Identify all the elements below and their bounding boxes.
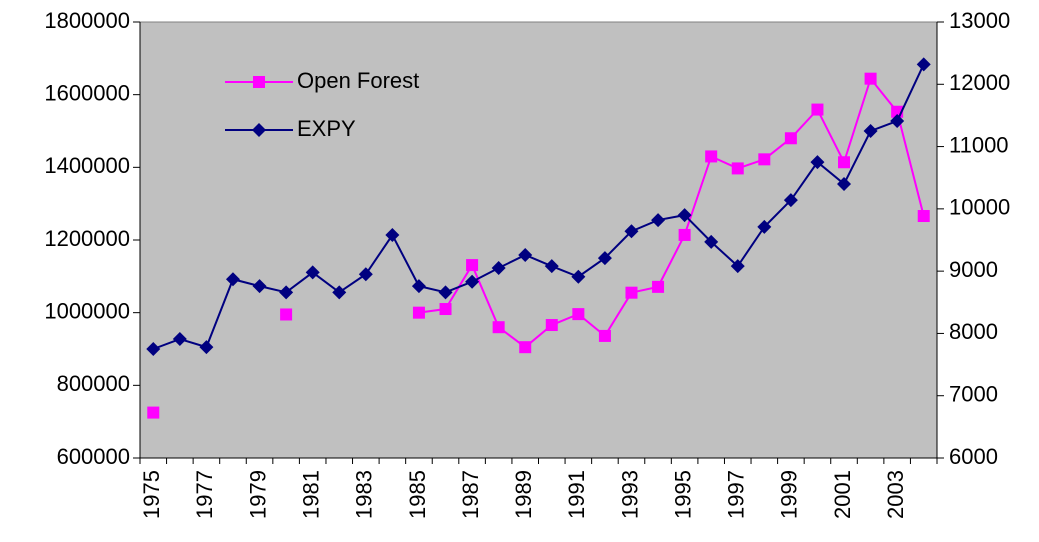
point: [917, 210, 930, 223]
x-tick-label: 1987: [458, 470, 483, 519]
point: [810, 155, 825, 170]
y-tick-label: 1000000: [44, 298, 130, 323]
point: [730, 259, 745, 274]
point: [916, 57, 931, 72]
point: [518, 247, 533, 262]
point: [225, 272, 240, 287]
point: [572, 308, 585, 321]
point: [704, 234, 719, 249]
point: [597, 251, 612, 266]
legend-label: EXPY: [297, 116, 356, 141]
point: [571, 269, 586, 284]
point: [519, 341, 532, 354]
point: [678, 228, 691, 241]
y-tick-label: 1800000: [44, 8, 130, 33]
point: [280, 308, 293, 321]
y-tick-label: 1600000: [44, 80, 130, 105]
legend-marker: [253, 76, 265, 88]
point: [705, 150, 718, 163]
y-tick-label: 1200000: [44, 226, 130, 251]
point: [757, 219, 772, 234]
x-tick-label: 1991: [564, 470, 589, 519]
point: [465, 274, 480, 289]
y2-tick-label: 9000: [949, 257, 998, 282]
legend-marker: [252, 123, 266, 137]
y-tick-label: 600000: [57, 444, 130, 469]
y2-tick-label: 12000: [949, 70, 1010, 95]
y2-tick-label: 13000: [949, 8, 1010, 33]
point: [358, 267, 373, 282]
x-tick-label: 2001: [830, 470, 855, 519]
x-tick-label: 1979: [245, 470, 270, 519]
point: [544, 259, 559, 274]
point: [199, 340, 214, 355]
point: [625, 286, 638, 299]
point: [438, 285, 453, 300]
point: [252, 279, 267, 294]
point: [332, 285, 347, 300]
y2-tick-label: 11000: [949, 132, 1009, 157]
legend-label: Open Forest: [297, 68, 419, 93]
point: [677, 208, 692, 223]
point: [439, 303, 452, 316]
point: [837, 176, 852, 191]
point: [147, 406, 160, 419]
point: [624, 224, 639, 239]
point: [651, 213, 666, 228]
point: [411, 279, 426, 294]
x-tick-label: 1989: [511, 470, 536, 519]
x-tick-label: 1975: [139, 470, 164, 519]
point: [146, 342, 161, 356]
point: [811, 103, 824, 116]
plot-area: [139, 21, 938, 459]
x-tick-label: 1999: [777, 470, 802, 519]
point: [784, 132, 797, 145]
x-tick-label: 1997: [724, 470, 749, 519]
point: [652, 280, 665, 293]
point: [758, 153, 771, 166]
point: [279, 285, 294, 300]
x-tick-label: 1983: [352, 470, 377, 519]
point: [305, 265, 320, 280]
point: [864, 72, 877, 85]
point: [412, 306, 425, 319]
x-tick-label: 1985: [405, 470, 430, 519]
point: [466, 259, 479, 272]
point: [863, 124, 878, 138]
point: [545, 319, 558, 332]
y-tick-label: 800000: [57, 371, 130, 396]
x-tick-label: 1981: [298, 470, 323, 519]
x-tick-label: 1993: [617, 470, 642, 519]
y2-tick-label: 10000: [949, 195, 1010, 220]
y2-tick-label: 7000: [949, 382, 998, 407]
x-tick-label: 1995: [670, 470, 695, 519]
x-tick-label: 2003: [883, 470, 908, 519]
point: [385, 228, 400, 243]
y2-tick-label: 6000: [949, 444, 998, 469]
y2-tick-label: 8000: [949, 319, 998, 344]
x-tick-label: 1977: [192, 470, 217, 519]
point: [491, 261, 506, 276]
point: [492, 321, 505, 334]
point: [598, 329, 611, 342]
y-tick-label: 1400000: [44, 153, 130, 178]
point: [172, 332, 187, 347]
point: [731, 162, 744, 175]
point: [890, 114, 905, 129]
point: [838, 156, 851, 169]
point: [783, 193, 798, 208]
